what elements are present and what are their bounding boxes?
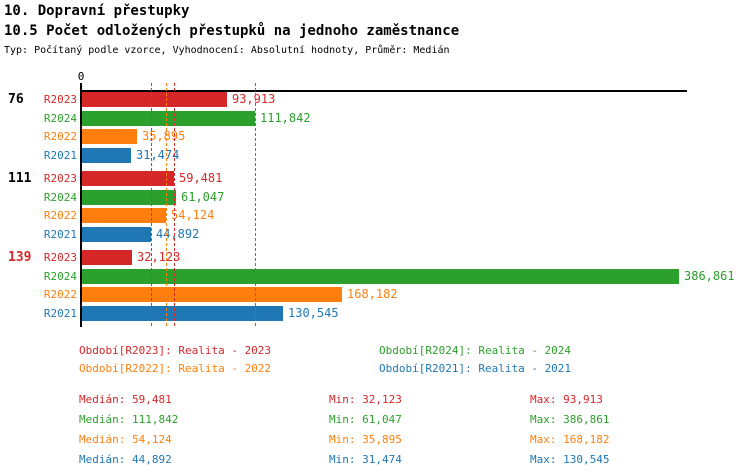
median-line-r2021 (151, 83, 152, 326)
series-year-label: R2022 (43, 288, 77, 301)
bar-value-label: 130,545 (288, 305, 339, 320)
stat-median-value: Medián: 59,481 (79, 393, 172, 406)
stat-max-value: Max: 130,545 (530, 453, 610, 466)
stat-min-value: Min: 35,895 (329, 433, 402, 446)
median-line-r2023 (174, 83, 175, 326)
stat-median-value: Medián: 44,892 (79, 453, 172, 466)
bar-value-label: 111,842 (260, 110, 311, 125)
bar-value-label: 93,913 (232, 92, 276, 106)
legend-item: Období[R2022]: Realita - 2022 (79, 362, 272, 375)
bar (82, 171, 174, 186)
legend-item: Období[R2023]: Realita - 2023 (79, 344, 272, 357)
bar (82, 268, 679, 284)
stat-max-value: Max: 93,913 (530, 393, 603, 406)
bar-value-label: 168,182 (347, 287, 398, 301)
bar (82, 92, 227, 107)
x-axis-line (80, 90, 687, 92)
stat-min-value: Min: 61,047 (329, 413, 402, 426)
series-year-label: R2024 (43, 111, 77, 125)
bar (82, 147, 131, 163)
bar (82, 129, 137, 144)
median-line-r2024 (255, 83, 256, 326)
series-year-label: R2021 (43, 148, 77, 162)
bar (82, 305, 283, 321)
bar (82, 189, 176, 205)
series-year-label: R2021 (43, 306, 77, 320)
stat-min-value: Min: 32,123 (329, 393, 402, 406)
bar-value-label: 32,123 (137, 250, 181, 264)
series-year-label: R2023 (43, 172, 77, 185)
bar (82, 110, 255, 126)
bar-value-label: 35,895 (142, 129, 186, 143)
series-year-label: R2023 (43, 93, 77, 106)
series-year-label: R2024 (43, 269, 77, 283)
bar (82, 250, 132, 265)
bar-value-label: 54,124 (171, 208, 215, 222)
bar-value-label: 386,861 (684, 268, 735, 283)
bar (82, 287, 342, 302)
bar (82, 226, 151, 242)
stat-min-value: Min: 31,474 (329, 453, 402, 466)
axis-zero-label: 0 (77, 70, 85, 83)
stat-max-value: Max: 168,182 (530, 433, 610, 446)
group-label: 76 (8, 92, 24, 107)
y-axis-line (80, 83, 82, 327)
series-year-label: R2022 (43, 130, 77, 143)
bar-value-label: 61,047 (181, 189, 225, 204)
legend-item: Období[R2021]: Realita - 2021 (379, 362, 572, 375)
series-year-label: R2024 (43, 190, 77, 204)
page-title: 10. Dopravní přestupky (4, 3, 190, 19)
series-year-label: R2023 (43, 251, 77, 264)
median-line-r2022 (166, 83, 167, 326)
bar-value-label: 44,892 (156, 226, 200, 241)
group-label: 139 (8, 250, 32, 265)
series-year-label: R2022 (43, 209, 77, 222)
chart-subtitle: 10.5 Počet odložených přestupků na jedno… (4, 23, 460, 39)
chart-meta-line: Typ: Počítaný podle vzorce, Vyhodnocení:… (4, 45, 450, 56)
bar-value-label: 59,481 (179, 171, 223, 185)
bar-value-label: 31,474 (136, 147, 180, 162)
bar (82, 208, 166, 223)
series-year-label: R2021 (43, 227, 77, 241)
stat-median-value: Medián: 54,124 (79, 433, 172, 446)
stat-median-value: Medián: 111,842 (79, 413, 179, 426)
stat-max-value: Max: 386,861 (530, 413, 610, 426)
group-label: 111 (8, 171, 32, 186)
legend-item: Období[R2024]: Realita - 2024 (379, 344, 572, 357)
